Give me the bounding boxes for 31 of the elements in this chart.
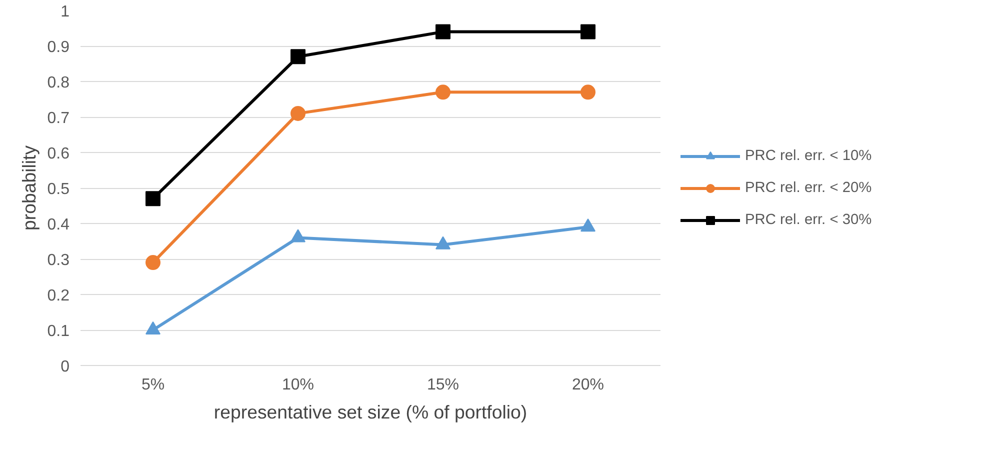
- x-tick-label: 20%: [572, 376, 604, 394]
- y-tick-label: 0.9: [47, 39, 70, 56]
- y-tick-label: 0.4: [47, 216, 70, 234]
- x-tick-label: 15%: [426, 376, 460, 394]
- legend-label: PRC rel. err. < 20%: [745, 180, 872, 196]
- x-axis-title: representative set size (% of portfolio): [214, 402, 528, 422]
- legend-label: PRC rel. err. < 30%: [745, 212, 872, 228]
- y-tick-label: 1: [60, 4, 70, 20]
- y-tick-label: 0.1: [47, 323, 70, 340]
- point: [146, 321, 160, 335]
- x-tick-label: 10%: [282, 376, 314, 394]
- y-tick-label: 0.3: [47, 252, 70, 269]
- point: [580, 218, 596, 232]
- y-tick-label: 0: [60, 358, 70, 376]
- legend-label: PRC rel. err. < 10%: [745, 148, 872, 164]
- point: [436, 236, 450, 250]
- point: [580, 24, 596, 40]
- point: [290, 49, 306, 64]
- y-tick-label: 0.6: [47, 146, 70, 162]
- x-tick-label: 5%: [141, 376, 165, 394]
- y-tick-label: 0.2: [47, 288, 70, 304]
- point: [580, 84, 596, 100]
- y-tick-label: 0.7: [47, 110, 70, 127]
- point: [290, 229, 306, 242]
- point: [290, 106, 306, 121]
- y-axis-title: probability: [18, 144, 40, 231]
- point: [436, 84, 450, 100]
- point: [146, 191, 160, 206]
- y-tick-label: 0.8: [47, 74, 70, 92]
- y-tick-label: 0.5: [47, 181, 70, 198]
- point: [436, 24, 450, 40]
